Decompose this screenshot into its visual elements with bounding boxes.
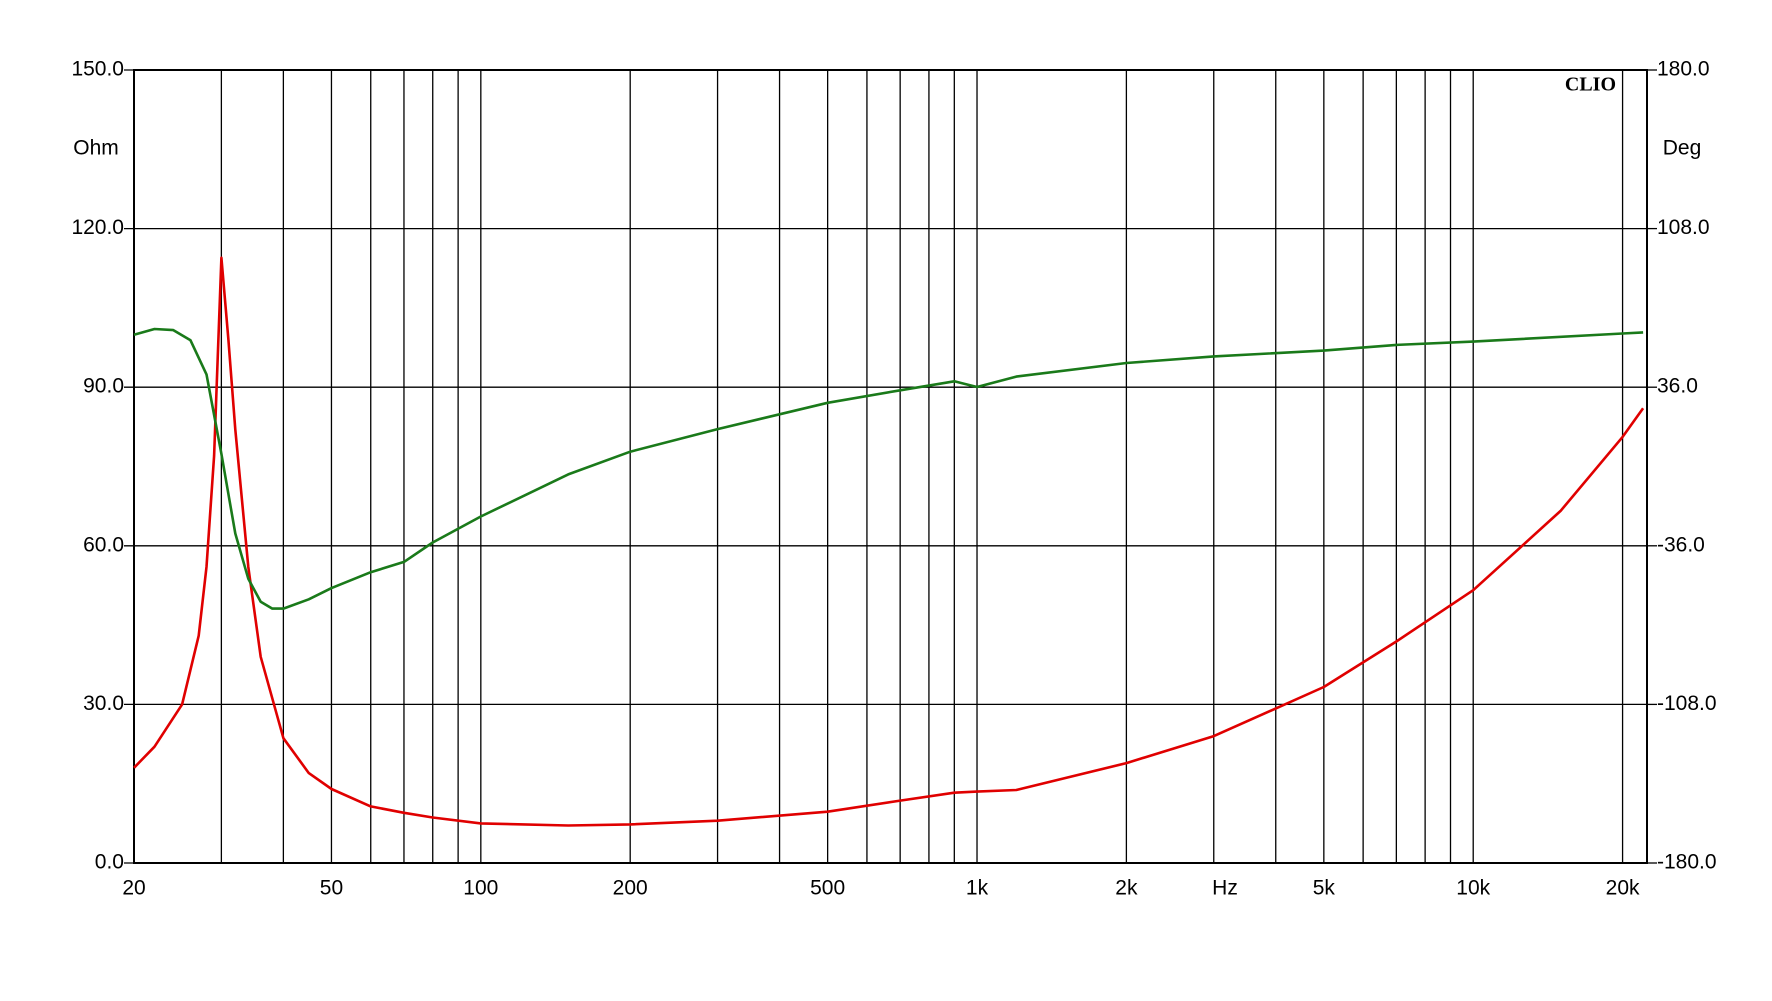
y2-axis-label: Deg: [1663, 137, 1702, 160]
y-tick-label: 120.0: [71, 216, 124, 239]
y-tick-label: 150.0: [71, 58, 124, 81]
plot-frame: [133, 69, 1648, 864]
x-tick-label: 200: [613, 877, 648, 900]
series-line: [133, 327, 1644, 610]
y-tick-label: 30.0: [83, 692, 124, 715]
x-axis-label: Hz: [1212, 877, 1238, 900]
x-tick-label: 1k: [966, 877, 989, 900]
x-tick-label: 10k: [1456, 877, 1490, 900]
x-tick-label: 2k: [1115, 877, 1138, 900]
y-tick-label: 60.0: [83, 533, 124, 556]
y2-tick-label: 180.0: [1657, 58, 1710, 81]
y-tick-label: 0.0: [95, 851, 124, 874]
y2-tick-label: -180.0: [1657, 851, 1717, 874]
x-tick-label: 500: [810, 877, 845, 900]
y2-tick-label: -36.0: [1657, 533, 1705, 556]
y2-tick-label: 108.0: [1657, 216, 1710, 239]
x-tick-label: 50: [320, 877, 343, 900]
y-axis-label: Ohm: [73, 137, 119, 160]
x-tick-label: 100: [463, 877, 498, 900]
y-tick-label: 90.0: [83, 375, 124, 398]
x-tick-label: 5k: [1313, 877, 1336, 900]
y2-tick-label: 36.0: [1657, 375, 1698, 398]
series-line: [133, 256, 1645, 827]
x-tick-label: 20k: [1606, 877, 1640, 900]
watermark: CLIO: [1565, 74, 1616, 96]
x-tick-label: 20: [122, 877, 145, 900]
y2-tick-label: -108.0: [1657, 692, 1717, 715]
